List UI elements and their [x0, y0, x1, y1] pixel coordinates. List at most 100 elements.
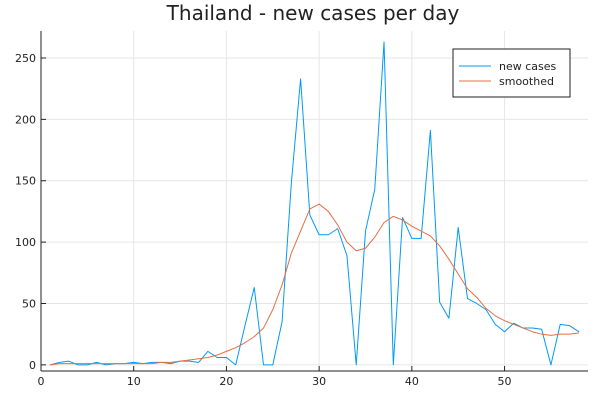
series-point: [253, 336, 255, 338]
series-point: [198, 362, 200, 364]
series-point: [263, 364, 265, 366]
legend: new cases smoothed: [452, 48, 571, 98]
series-point: [559, 324, 561, 326]
series-point: [300, 230, 302, 232]
series-point: [374, 189, 376, 191]
series-point: [439, 301, 441, 303]
series-point: [365, 247, 367, 249]
series-point: [550, 364, 552, 366]
series-point: [476, 303, 478, 305]
series-point: [291, 252, 293, 254]
y-tick-label: 50: [22, 297, 36, 310]
y-axis: 0 50 100 150 200 250: [15, 31, 46, 372]
legend-box: [452, 48, 571, 98]
series-point: [541, 328, 543, 330]
series-point: [179, 360, 181, 362]
series-point: [337, 224, 339, 226]
x-tick-label: 0: [38, 375, 45, 388]
series-layer: [49, 41, 580, 366]
series-point: [235, 347, 237, 349]
series-point: [457, 227, 459, 229]
series-point: [291, 182, 293, 184]
legend-label: new cases: [499, 60, 557, 73]
series-point: [151, 363, 153, 365]
series-point: [226, 357, 228, 359]
series-point: [216, 357, 218, 359]
series-point: [235, 364, 237, 366]
x-tick-label: 10: [127, 375, 141, 388]
series-line: [49, 41, 580, 366]
x-axis: 0 10 20 30 40 50: [38, 366, 588, 388]
y-tick-label: 200: [15, 113, 36, 126]
series-point: [365, 230, 367, 232]
series-point: [59, 363, 61, 365]
y-tick-label: 150: [15, 175, 36, 188]
series-point: [522, 327, 524, 329]
series-point: [402, 217, 404, 219]
series-point: [170, 362, 172, 364]
series-point: [124, 363, 126, 365]
series-point: [569, 325, 571, 327]
series-point: [300, 78, 302, 80]
series-point: [504, 320, 506, 322]
x-tick-label: 20: [219, 375, 233, 388]
series-point: [578, 332, 580, 334]
series-point: [272, 364, 274, 366]
x-tick-label: 50: [498, 375, 512, 388]
series-point: [448, 259, 450, 261]
series-point: [216, 354, 218, 356]
series-point: [355, 250, 357, 252]
series-point: [346, 241, 348, 243]
series-point: [393, 364, 395, 366]
series-point: [161, 362, 163, 364]
series-point: [281, 321, 283, 323]
y-tick-label: 100: [15, 236, 36, 249]
series-point: [244, 325, 246, 327]
series-point: [77, 363, 79, 365]
series-point: [550, 335, 552, 337]
series-point: [393, 216, 395, 218]
series-point: [114, 363, 116, 365]
series-point: [318, 234, 320, 236]
series-point: [402, 219, 404, 221]
series-point: [328, 234, 330, 236]
series-point: [439, 245, 441, 247]
series-point: [68, 360, 70, 362]
series-point: [541, 333, 543, 335]
series-point: [105, 363, 107, 365]
series-point: [253, 287, 255, 289]
series-point: [263, 327, 265, 329]
series-point: [309, 214, 311, 216]
series-point: [355, 364, 357, 366]
series-point: [309, 208, 311, 210]
series-point: [448, 317, 450, 319]
series-point: [189, 359, 191, 361]
series-point: [494, 324, 496, 326]
series-point: [207, 357, 209, 359]
x-tick-label: 30: [312, 375, 326, 388]
series-point: [467, 288, 469, 290]
series-point: [457, 273, 459, 275]
series-point: [513, 324, 515, 326]
series-new-cases: [49, 41, 580, 366]
series-point: [272, 309, 274, 311]
series-point: [328, 211, 330, 213]
series-point: [198, 358, 200, 360]
series-point: [411, 238, 413, 240]
series-point: [411, 225, 413, 227]
series-point: [133, 363, 135, 365]
series-point: [532, 331, 534, 333]
series-point: [318, 203, 320, 205]
series-point: [569, 333, 571, 335]
series-point: [559, 333, 561, 335]
series-point: [430, 130, 432, 132]
series-point: [49, 364, 51, 366]
series-point: [281, 284, 283, 286]
legend-label: smoothed: [499, 75, 554, 88]
series-smoothed: [49, 203, 580, 366]
chart-title: Thailand - new cases per day: [166, 1, 460, 25]
series-point: [346, 255, 348, 257]
x-tick-label: 40: [405, 375, 419, 388]
series-point: [87, 363, 89, 365]
